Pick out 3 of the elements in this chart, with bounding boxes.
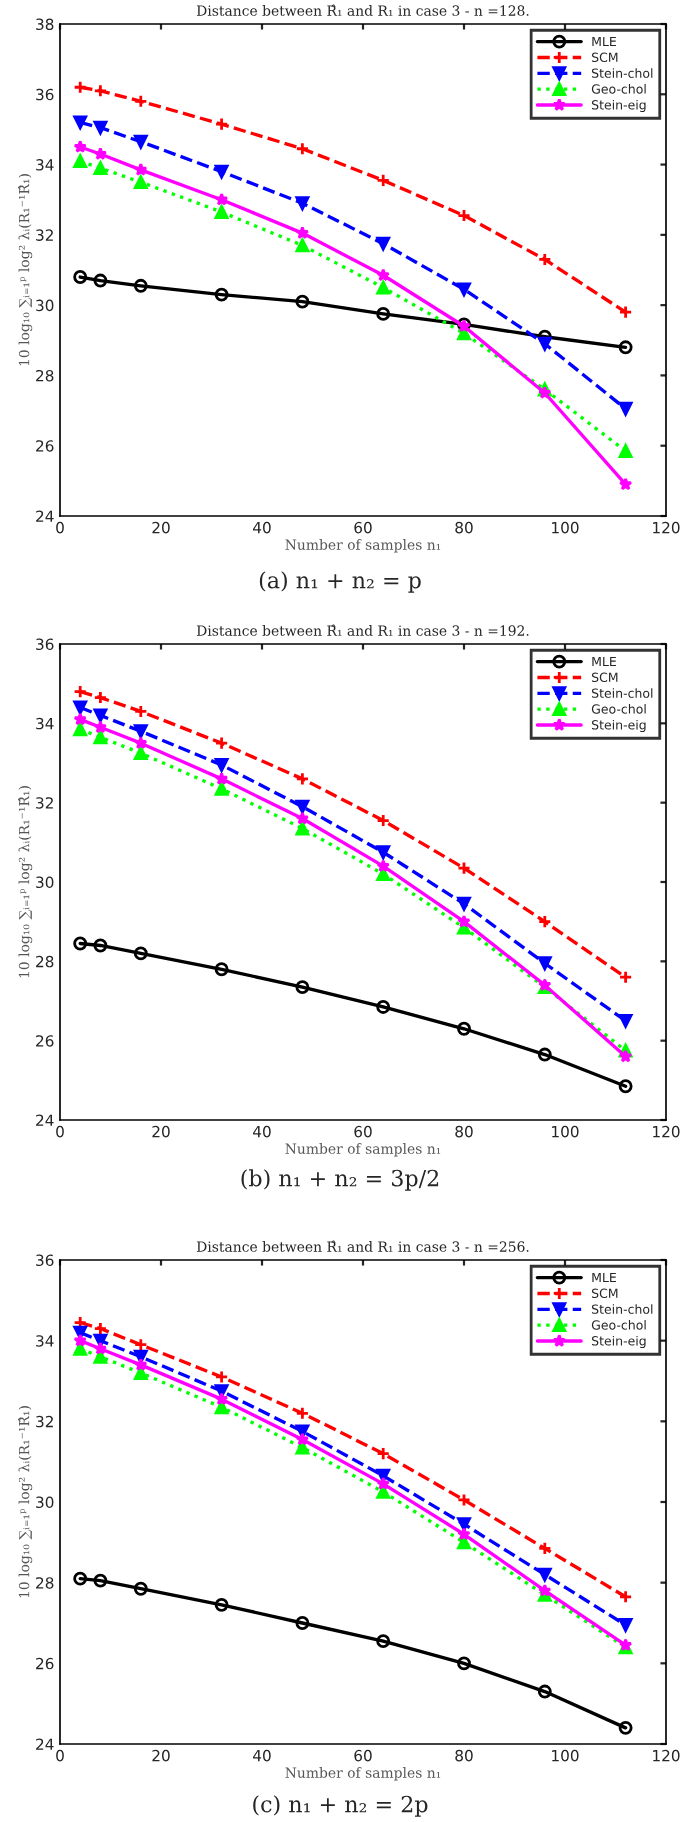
text: (a) n₁ + n₂ = p [259,571,421,593]
text: (c) n₁ + n₂ = 2p [253,1795,428,1817]
text: (b) n₁ + n₂ = 3p/2 [241,1169,439,1191]
